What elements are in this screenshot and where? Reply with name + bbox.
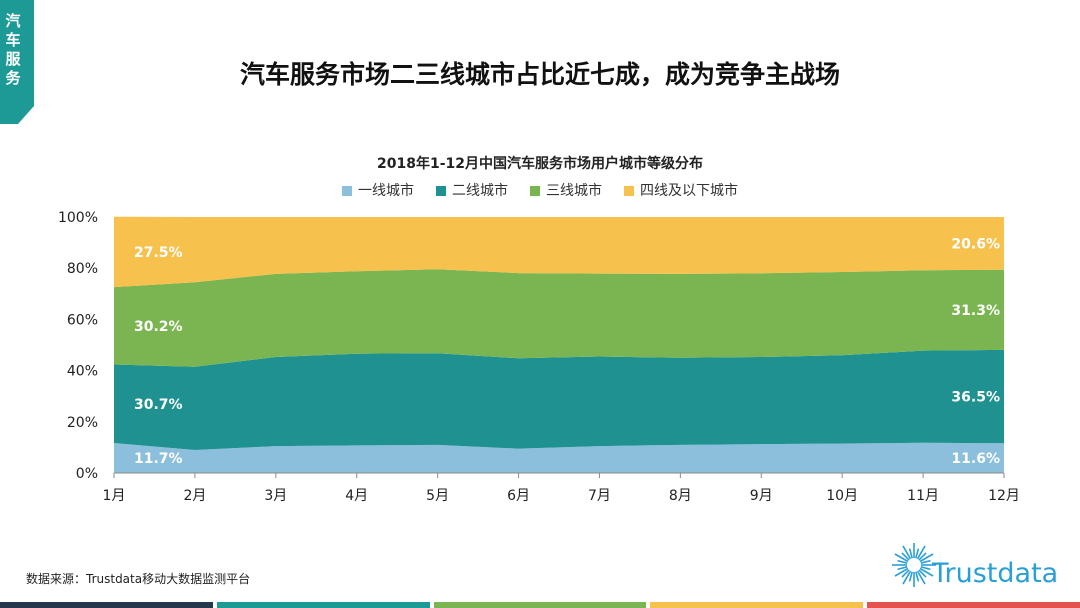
area-一线城市	[114, 442, 1004, 473]
data-label: 11.6%	[951, 451, 1000, 467]
footer-segment	[433, 602, 647, 608]
x-tick-label: 6月	[507, 488, 530, 504]
starburst-ray	[894, 553, 909, 563]
area-二线城市	[114, 349, 1004, 450]
starburst-ray	[919, 553, 934, 563]
y-tick-label: 40%	[67, 364, 98, 380]
y-tick-label: 20%	[67, 415, 98, 431]
data-label: 30.7%	[134, 397, 183, 413]
x-tick-label: 3月	[264, 488, 287, 504]
legend-label: 二线城市	[452, 182, 508, 199]
section-tab-shape	[0, 0, 34, 124]
x-tick-label: 5月	[426, 488, 449, 504]
starburst-ray	[897, 559, 908, 564]
legend-swatch	[342, 186, 352, 196]
legend-label: 三线城市	[546, 182, 602, 199]
starburst-ray	[902, 545, 912, 560]
data-label: 31.3%	[951, 303, 1000, 319]
data-label: 27.5%	[134, 245, 183, 261]
logo-text: Trustdata	[931, 558, 1058, 589]
starburst-ray	[916, 545, 926, 560]
starburst-ray	[901, 569, 910, 578]
starburst-ray	[908, 548, 913, 559]
x-tick-label: 10月	[826, 488, 858, 504]
starburst-ray	[918, 552, 927, 561]
x-tick-label: 9月	[750, 488, 773, 504]
starburst-ray	[897, 566, 908, 571]
starburst-ray	[908, 571, 913, 582]
x-tick-label: 1月	[103, 488, 126, 504]
area-四线及以下城市	[114, 216, 1004, 288]
x-tick-label: 12月	[988, 488, 1020, 504]
data-label: 36.5%	[951, 390, 1000, 406]
starburst-ray	[920, 559, 931, 564]
starburst-ray	[920, 566, 931, 571]
area-三线城市	[114, 269, 1004, 367]
starburst-ray	[918, 569, 927, 578]
data-label: 20.6%	[951, 236, 1000, 252]
legend-label: 一线城市	[358, 182, 414, 199]
chart-title: 2018年1-12月中国汽车服务市场用户城市等级分布	[377, 155, 703, 172]
starburst-ray	[915, 548, 920, 559]
starburst-icon: Trustdata	[892, 543, 1058, 589]
footer-segment	[650, 602, 864, 608]
legend-swatch	[530, 186, 540, 196]
footer-segment	[0, 602, 213, 608]
starburst-ray	[915, 571, 920, 582]
starburst-ray	[902, 570, 912, 585]
y-tick-label: 0%	[76, 466, 98, 482]
source-note: 数据来源：Trustdata移动大数据监测平台	[26, 572, 251, 586]
legend-label: 四线及以下城市	[640, 182, 738, 199]
x-tick-label: 7月	[588, 488, 611, 504]
x-tick-label: 2月	[183, 488, 206, 504]
y-tick-label: 100%	[58, 210, 98, 226]
starburst-ray	[919, 567, 934, 577]
footer-segment	[216, 602, 430, 608]
starburst-ray	[916, 570, 926, 585]
section-tab-label: 汽车服务	[5, 12, 21, 87]
legend-swatch	[436, 186, 446, 196]
y-tick-label: 80%	[67, 261, 98, 277]
legend-swatch	[624, 186, 634, 196]
x-tick-label: 4月	[345, 488, 368, 504]
footer-color-bar	[0, 602, 1080, 608]
data-label: 30.2%	[134, 319, 183, 335]
footer-segment	[867, 602, 1080, 608]
trustdata-logo: Trustdata	[892, 535, 1072, 595]
data-label: 11.7%	[134, 451, 183, 467]
starburst-ray	[901, 552, 910, 561]
y-tick-label: 60%	[67, 312, 98, 328]
section-tab: 汽车服务	[0, 0, 34, 124]
x-tick-label: 8月	[669, 488, 692, 504]
page-title: 汽车服务市场二三线城市占比近七成，成为竞争主战场	[239, 60, 840, 89]
starburst-ray	[894, 567, 909, 577]
x-tick-label: 11月	[907, 488, 939, 504]
